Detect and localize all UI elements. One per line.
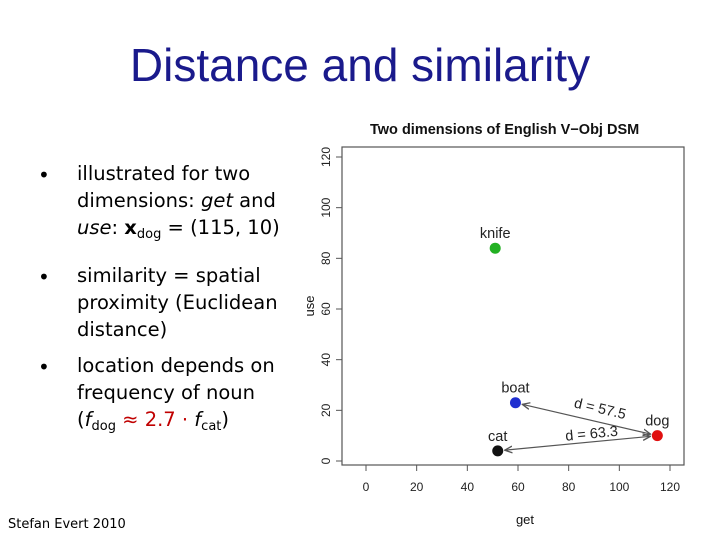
x-tick-label: 20 xyxy=(410,480,424,494)
bullet-3-line-2: frequency of noun xyxy=(77,381,256,404)
bullet-3-text: location depends on frequency of noun (f… xyxy=(77,352,275,433)
x-tick-label: 0 xyxy=(363,480,370,494)
bullet-3-f-cat: f xyxy=(194,408,202,431)
data-points: knife boat dog cat xyxy=(480,226,669,457)
y-tick-label: 0 xyxy=(319,457,333,464)
bullet-3-cat-sub: cat xyxy=(201,419,222,434)
y-tick-label: 40 xyxy=(319,353,333,367)
point-label-boat: boat xyxy=(501,381,529,397)
bullet-3-paren-open: ( xyxy=(77,408,85,431)
distance-arrow-boat-dog xyxy=(522,404,650,434)
bullet-1-line-3: use: xdog = (115, 10) xyxy=(77,214,280,241)
bullet-1-text: illustrated for two dimensions: get and … xyxy=(77,160,280,241)
bullet-1-vector-sub: dog xyxy=(136,227,162,242)
point-cat xyxy=(492,445,504,457)
bullet-3-line-1: location depends on xyxy=(77,354,275,377)
bullet-2-line-2: proximity (Euclidean xyxy=(77,291,278,314)
point-label-dog: dog xyxy=(645,414,669,430)
y-tick-label: 80 xyxy=(319,251,333,265)
y-tick-label: 60 xyxy=(319,302,333,316)
bullet-1-vector-value: = (115, 10) xyxy=(161,216,280,239)
scatter-plot: Two dimensions of English V−Obj DSM get … xyxy=(302,122,685,527)
y-tick-label: 20 xyxy=(319,403,333,417)
bullet-marker: • xyxy=(38,355,50,379)
chart-title: Two dimensions of English V−Obj DSM xyxy=(370,122,639,138)
bullet-3-approx: ≈ 2.7 · xyxy=(115,408,195,431)
bullet-1-line-2-a: dimensions: xyxy=(77,189,201,212)
bullet-1-vector-x: x xyxy=(124,216,137,239)
point-knife xyxy=(489,242,501,254)
bullet-marker: • xyxy=(38,265,50,289)
bullet-1-line-2-c: and xyxy=(232,189,276,212)
bullet-3-paren-close: ) xyxy=(221,408,229,431)
bullet-2-line-3: distance) xyxy=(77,318,168,341)
point-label-knife: knife xyxy=(480,226,511,242)
footer-author: Stefan Evert 2010 xyxy=(8,517,126,532)
x-tick-label: 120 xyxy=(660,480,680,494)
bullet-3-dog-sub: dog xyxy=(91,419,116,434)
axes: 0 20 40 60 80 100 120 0 20 40 60 80 100 120 xyxy=(319,147,680,494)
point-boat xyxy=(509,397,521,409)
y-tick-label: 120 xyxy=(319,147,333,167)
point-dog xyxy=(651,430,663,442)
point-label-cat: cat xyxy=(488,429,507,445)
x-tick-label: 60 xyxy=(511,480,525,494)
y-tick-label: 100 xyxy=(319,197,333,217)
bullet-1-line-1: illustrated for two xyxy=(77,162,251,185)
plot-area-frame xyxy=(341,146,685,466)
bullet-3-f-dog: f xyxy=(84,408,92,431)
x-tick-label: 100 xyxy=(609,480,629,494)
bullet-1-use-word: use xyxy=(77,216,112,239)
x-tick-label: 80 xyxy=(562,480,576,494)
distance-arrow-cat-dog xyxy=(505,436,651,450)
x-axis-label: get xyxy=(516,512,534,527)
bullet-1-line-2: dimensions: get and xyxy=(77,187,280,214)
bullet-2-text: similarity = spatial proximity (Euclidea… xyxy=(77,262,278,343)
bullet-marker: • xyxy=(38,163,50,187)
bullet-2-line-1: similarity = spatial xyxy=(77,264,261,287)
y-axis-label: use xyxy=(302,296,317,317)
x-tick-label: 40 xyxy=(461,480,475,494)
bullet-1-get-word: get xyxy=(200,189,233,212)
slide-title: Distance and similarity xyxy=(129,39,591,91)
distance-label-cat: d = 63.3 xyxy=(565,424,619,445)
bullet-1-colon: : xyxy=(111,216,125,239)
bullet-3-line-3: (fdog ≈ 2.7 · fcat) xyxy=(77,406,275,433)
